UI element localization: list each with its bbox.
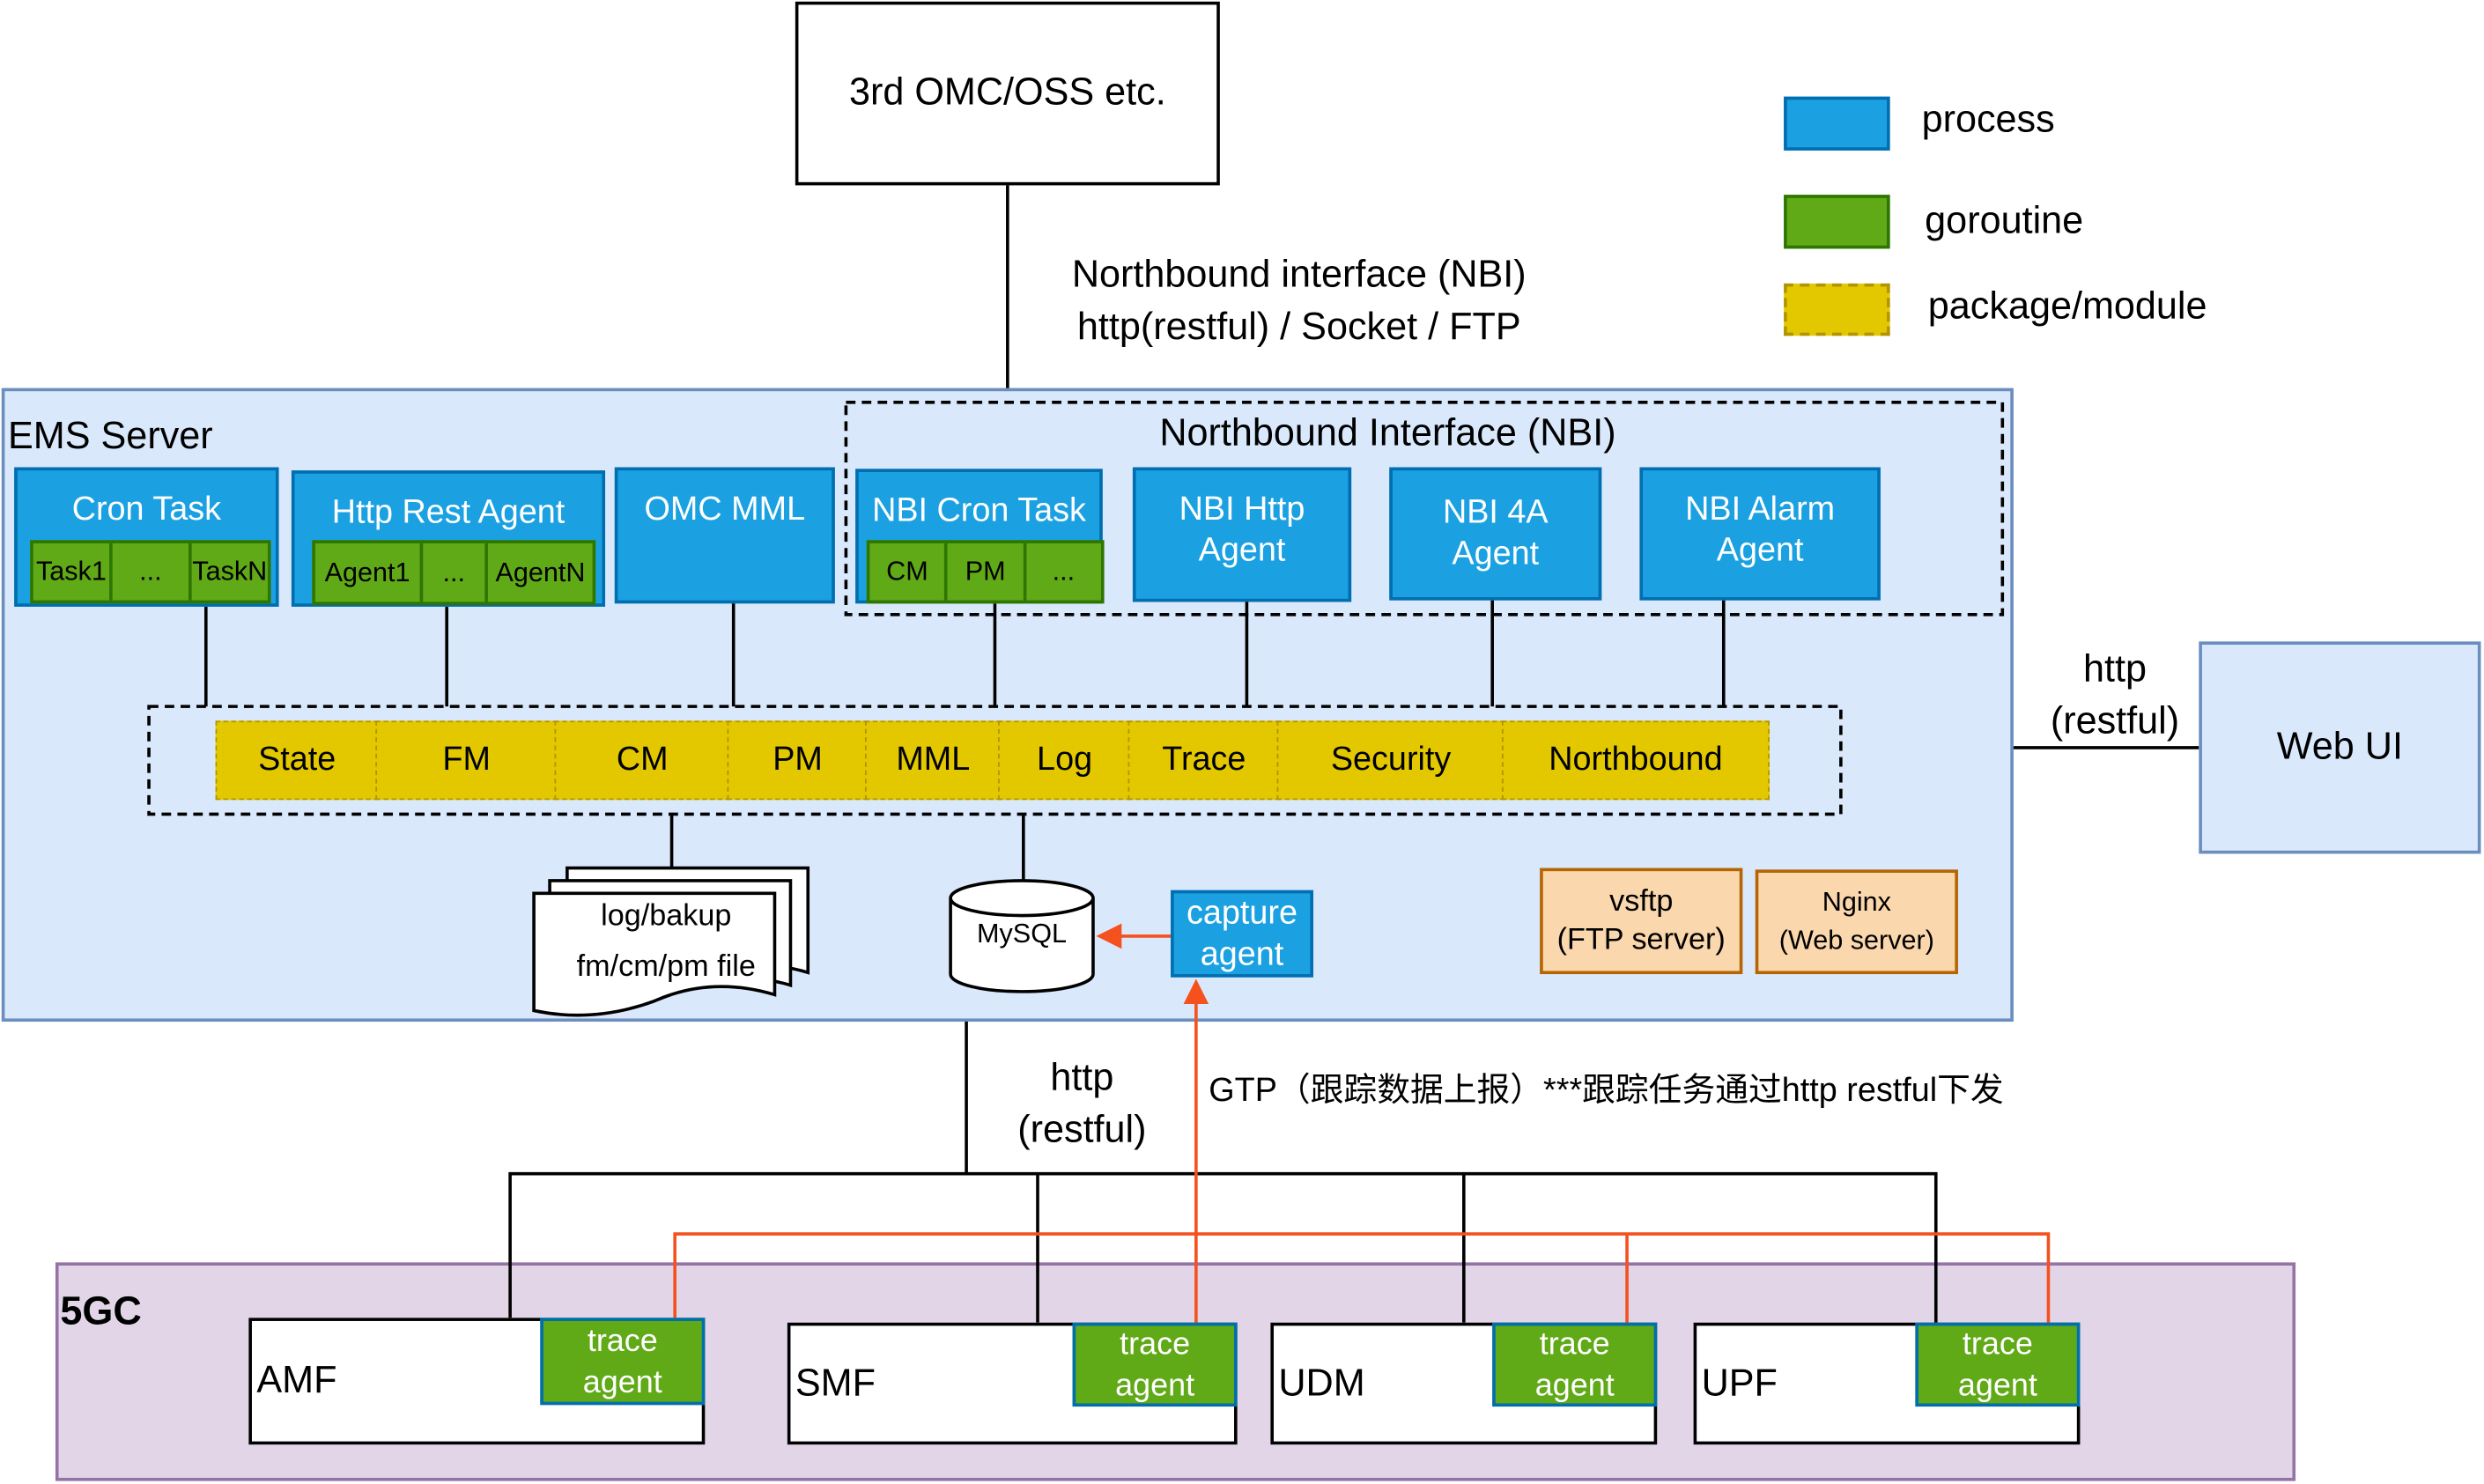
- omc-oss-box: 3rd OMC/OSS etc.: [795, 1, 1220, 186]
- module-pm: PM: [727, 720, 869, 801]
- mysql-label: MySQL: [977, 919, 1068, 949]
- legend-goroutine-label: goroutine: [1925, 199, 2084, 243]
- nbi-alarm-agent-process: NBI Alarm Agent: [1639, 467, 1881, 601]
- module-mml: MML: [864, 720, 1002, 801]
- module-log: Log: [998, 720, 1132, 801]
- upf-trace-agent: trace agent: [1915, 1322, 2081, 1407]
- omc-mml-process: OMC MML: [614, 467, 835, 604]
- module-state: State: [215, 720, 379, 801]
- module-fm: FM: [375, 720, 558, 801]
- capture-agent-process: capture agent: [1171, 890, 1313, 978]
- udm-trace-agent: trace agent: [1492, 1322, 1658, 1407]
- ems-server-title: EMS Server: [7, 415, 213, 458]
- nbi-cron-goroutines: CM PM...: [866, 540, 1105, 604]
- cron-goroutines: Task1... TaskN: [30, 540, 271, 604]
- files-label: log/bakup fm/cm/pm file: [576, 899, 756, 984]
- amf-trace-agent: trace agent: [540, 1318, 706, 1406]
- database-icon: [949, 879, 1095, 993]
- legend-process-label: process: [1921, 98, 2055, 142]
- http-rest-goroutines: Agent1... AgentN: [312, 540, 596, 606]
- goroutine-cm: CM: [869, 543, 949, 601]
- cron-task-process: Cron Task Task1... TaskN: [14, 467, 279, 607]
- module-security: Security: [1276, 720, 1505, 801]
- http-rest-agent-process: Http Rest Agent Agent1... AgentN: [291, 470, 606, 607]
- web-ui-box: Web UI: [2199, 641, 2481, 854]
- vsftp-server: vsftp (FTP server): [1540, 868, 1743, 975]
- goroutine-taskn: TaskN: [192, 556, 268, 587]
- module-trace: Trace: [1127, 720, 1281, 801]
- document-stack-icon: [532, 866, 810, 1017]
- goroutine-agent1: Agent1: [315, 543, 423, 602]
- legend-goroutine-swatch: [1784, 195, 1890, 249]
- goroutine-ellipsis: ...: [113, 543, 192, 601]
- south-link-label: http (restful): [1017, 1056, 1147, 1152]
- goroutine-ellipsis: ...: [423, 543, 489, 602]
- nbi-4a-agent-process: NBI 4A Agent: [1389, 467, 1602, 601]
- goroutine-pm: PM: [948, 543, 1026, 601]
- goroutine-agentn: AgentN: [495, 557, 586, 587]
- webui-link-label: http (restful): [2050, 647, 2180, 743]
- legend-process-swatch: [1784, 96, 1890, 151]
- module-northbound: Northbound: [1501, 720, 1770, 801]
- gtp-note: GTP（跟踪数据上报）***跟踪任务通过http restful下发: [1209, 1072, 2004, 1109]
- nbi-http-agent-process: NBI Http Agent: [1132, 467, 1352, 602]
- fivegc-title: 5GC: [60, 1288, 142, 1334]
- goroutine-ellipsis: ...: [1052, 556, 1076, 587]
- goroutine-task1: Task1: [33, 543, 113, 601]
- nbi-link-label: Northbound interface (NBI) http(restful) …: [1071, 253, 1527, 349]
- nbi-cron-task-process: NBI Cron Task CM PM...: [855, 469, 1105, 604]
- legend-package-swatch: [1784, 283, 1890, 336]
- smf-trace-agent: trace agent: [1072, 1322, 1238, 1407]
- legend-package-label: package/module: [1927, 284, 2207, 329]
- module-cm: CM: [554, 720, 731, 801]
- nbi-group-title: Northbound Interface (NBI): [1159, 411, 1616, 455]
- nginx-server: Nginx (Web server): [1755, 869, 1958, 975]
